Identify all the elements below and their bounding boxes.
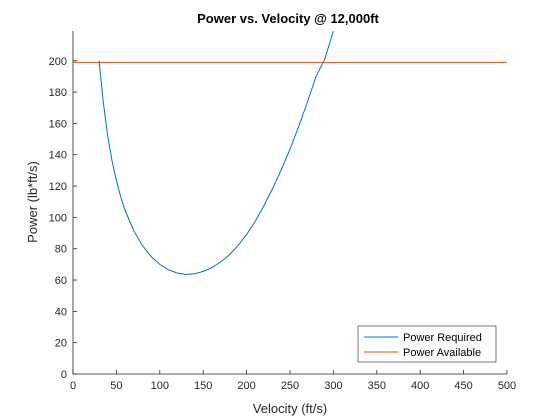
- x-tick-label: 350: [368, 380, 386, 392]
- legend: Power Required Power Available: [357, 325, 497, 363]
- y-tick-label: 140: [49, 150, 67, 162]
- y-tick-label: 20: [55, 338, 67, 350]
- chart-title: Power vs. Velocity @ 12,000ft: [197, 11, 379, 26]
- plot-area: [72, 31, 507, 375]
- x-tick-label: 500: [498, 380, 516, 392]
- x-tick-label: 50: [110, 380, 122, 392]
- y-tick-label: 80: [55, 244, 67, 256]
- x-axis-label: Velocity (ft/s): [253, 401, 327, 416]
- x-tick-label: 400: [411, 380, 429, 392]
- y-tick-label: 100: [49, 212, 67, 224]
- y-tick-label: 0: [61, 369, 67, 381]
- x-tick-label: 150: [194, 380, 212, 392]
- legend-box: [357, 325, 497, 363]
- y-tick-label: 120: [49, 181, 67, 193]
- y-tick-label: 180: [49, 87, 67, 99]
- y-axis-ticks: 0 20 40 60 80 100 120 140 160 180 200: [49, 56, 77, 381]
- x-tick-label: 250: [281, 380, 299, 392]
- legend-label-power-required: Power Required: [403, 332, 482, 344]
- x-axis-ticks: 0 50 100 150 200 250 300 350 400 450 500: [70, 370, 516, 392]
- y-tick-label: 60: [55, 275, 67, 287]
- x-tick-label: 100: [151, 380, 169, 392]
- x-tick-label: 200: [237, 380, 255, 392]
- legend-label-power-available: Power Available: [403, 347, 481, 359]
- x-tick-label: 450: [454, 380, 472, 392]
- y-tick-label: 200: [49, 56, 67, 68]
- plot-background: [73, 31, 507, 374]
- x-tick-label: 0: [70, 380, 76, 392]
- y-tick-label: 40: [55, 306, 67, 318]
- x-tick-label: 300: [324, 380, 342, 392]
- series-line-power-required: [98, 31, 334, 276]
- y-axis-label: Power (lb*ft/s): [25, 161, 40, 243]
- series-layer: [73, 31, 507, 276]
- y-tick-label: 160: [49, 118, 67, 130]
